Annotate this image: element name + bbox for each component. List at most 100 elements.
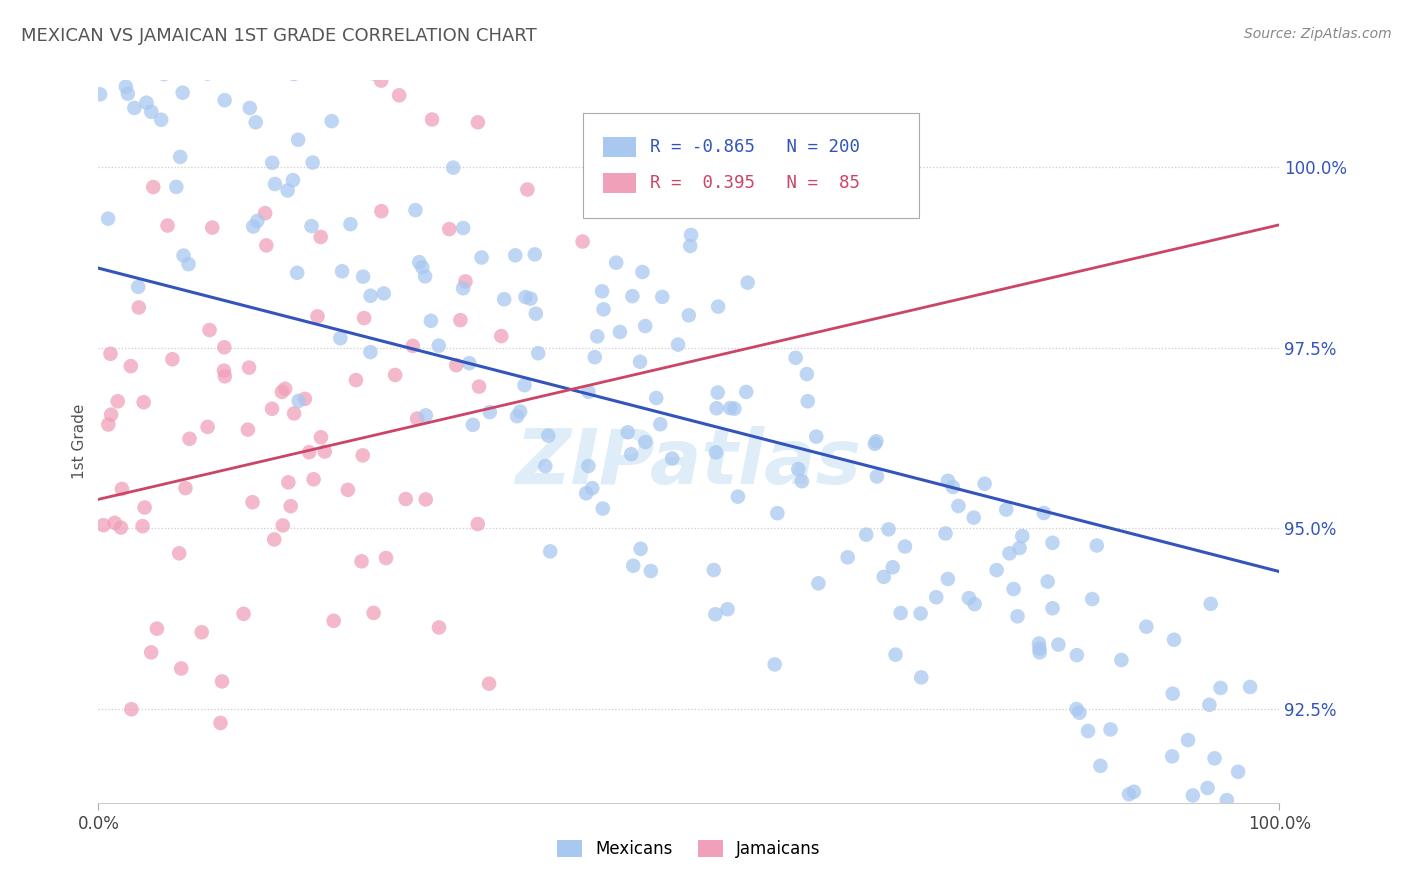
- Point: [1163, 632, 1185, 647]
- Point: [249, 62, 271, 77]
- Point: [506, 409, 529, 424]
- Point: [134, 500, 156, 515]
- Point: [1181, 789, 1204, 803]
- Point: [150, 112, 173, 127]
- Point: [1161, 749, 1184, 764]
- Point: [621, 289, 644, 303]
- Point: [948, 499, 970, 513]
- Point: [494, 292, 516, 306]
- Point: [1028, 641, 1050, 656]
- Point: [177, 257, 200, 271]
- Point: [1081, 592, 1104, 607]
- Point: [645, 391, 668, 405]
- Point: [214, 369, 236, 384]
- Point: [190, 625, 212, 640]
- Point: [1157, 829, 1180, 843]
- Point: [1197, 780, 1219, 795]
- Point: [301, 219, 323, 234]
- Point: [111, 482, 134, 496]
- Point: [309, 230, 332, 244]
- Point: [153, 67, 176, 81]
- Point: [910, 670, 932, 684]
- Legend: Mexicans, Jamaicans: Mexicans, Jamaicans: [548, 832, 830, 867]
- Point: [314, 444, 336, 458]
- Point: [963, 510, 986, 524]
- Point: [866, 469, 889, 483]
- Point: [1008, 541, 1031, 555]
- Point: [934, 526, 956, 541]
- Point: [877, 522, 900, 536]
- Point: [1177, 733, 1199, 747]
- Point: [352, 448, 374, 462]
- Point: [214, 93, 236, 107]
- Point: [679, 239, 702, 253]
- Point: [648, 186, 671, 201]
- Point: [263, 533, 285, 547]
- Point: [1161, 687, 1184, 701]
- Point: [723, 401, 745, 416]
- Point: [209, 715, 232, 730]
- Point: [370, 204, 392, 219]
- Point: [1042, 536, 1064, 550]
- Point: [451, 281, 474, 295]
- Point: [298, 445, 321, 459]
- Point: [315, 26, 337, 40]
- Point: [467, 516, 489, 531]
- Point: [214, 340, 236, 354]
- Point: [350, 554, 373, 568]
- Point: [197, 67, 219, 81]
- Point: [93, 518, 115, 533]
- Point: [605, 255, 627, 269]
- Text: R = -0.865   N = 200: R = -0.865 N = 200: [650, 137, 860, 156]
- Point: [451, 221, 474, 235]
- Point: [201, 220, 224, 235]
- Point: [413, 5, 436, 20]
- Point: [270, 384, 292, 399]
- Point: [592, 501, 614, 516]
- Point: [1066, 702, 1088, 716]
- Text: R =  0.395   N =  85: R = 0.395 N = 85: [650, 174, 860, 192]
- Point: [478, 676, 501, 690]
- Point: [461, 417, 484, 432]
- Point: [973, 476, 995, 491]
- Point: [336, 483, 359, 497]
- Point: [478, 405, 501, 419]
- Point: [1239, 680, 1261, 694]
- Point: [1111, 653, 1133, 667]
- Point: [97, 211, 120, 226]
- Point: [128, 301, 150, 315]
- Point: [575, 486, 598, 500]
- Point: [796, 367, 818, 381]
- Point: [621, 558, 644, 573]
- Point: [884, 648, 907, 662]
- Point: [242, 495, 264, 509]
- Point: [651, 290, 673, 304]
- Point: [578, 384, 600, 399]
- Point: [1122, 812, 1144, 826]
- Point: [167, 546, 190, 560]
- Point: [107, 394, 129, 409]
- Text: Source: ZipAtlas.com: Source: ZipAtlas.com: [1244, 27, 1392, 41]
- Point: [1066, 648, 1088, 662]
- Point: [616, 425, 638, 440]
- Point: [620, 447, 643, 461]
- Point: [413, 59, 436, 73]
- Point: [1007, 609, 1029, 624]
- Point: [420, 112, 443, 127]
- Point: [141, 104, 163, 119]
- Point: [1032, 506, 1054, 520]
- Point: [441, 161, 464, 175]
- Point: [963, 597, 986, 611]
- Point: [936, 474, 959, 488]
- Point: [274, 382, 297, 396]
- Point: [427, 620, 450, 634]
- Point: [735, 384, 758, 399]
- Point: [666, 337, 689, 351]
- Point: [628, 355, 651, 369]
- Point: [173, 249, 195, 263]
- Point: [1216, 793, 1239, 807]
- Point: [246, 214, 269, 228]
- Point: [97, 417, 120, 432]
- Point: [1036, 574, 1059, 589]
- Point: [127, 280, 149, 294]
